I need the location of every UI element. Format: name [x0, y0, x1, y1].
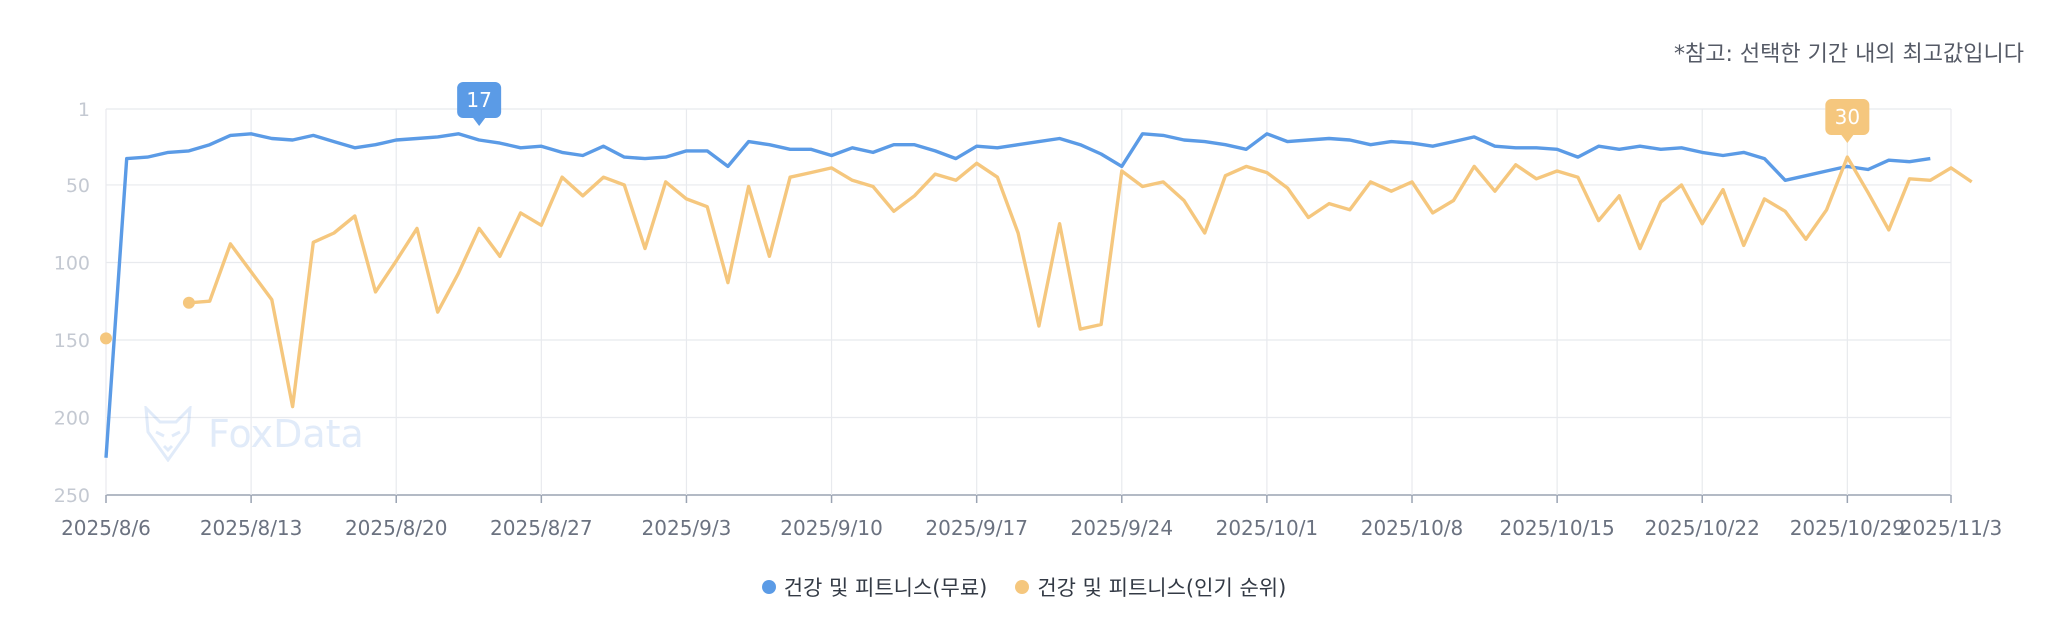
y-tick-label: 100 — [54, 252, 90, 274]
series-1-line — [188, 155, 1973, 409]
fox-logo-icon — [144, 406, 192, 462]
x-tick-label: 2025/9/10 — [780, 516, 883, 540]
peak-pointer — [473, 118, 486, 127]
x-tick-label: 2025/8/20 — [345, 516, 448, 540]
y-tick-label: 150 — [54, 330, 90, 352]
peak-badge — [457, 82, 502, 119]
legend-dot-free-icon — [761, 580, 776, 594]
x-tick-label: 2025/9/3 — [642, 516, 732, 540]
peak-label: 30 — [1835, 105, 1860, 129]
x-tick-label: 2025/8/13 — [200, 516, 303, 540]
chart-note: *참고: 선택한 기간 내의 최고값입니다 — [1674, 42, 2024, 67]
x-tick-label: 2025/9/24 — [1071, 516, 1174, 540]
series-0-line — [104, 132, 1931, 458]
peak-marker-0: 17 — [457, 82, 502, 127]
x-tick-label: 2025/10/29 — [1790, 516, 1905, 540]
watermark-text: FoxData — [208, 412, 364, 456]
watermark: FoxData — [142, 406, 364, 462]
x-tick-label: 2025/9/17 — [925, 516, 1028, 540]
x-tick-label: 2025/10/8 — [1361, 516, 1464, 540]
series-1-point — [182, 296, 195, 309]
legend: 건강 및 피트니스(무료) 건강 및 피트니스(인기 순위) — [0, 572, 2048, 602]
x-tick-label: 2025/8/6 — [61, 516, 151, 540]
x-tick-label: 2025/10/22 — [1645, 516, 1760, 540]
peak-badge — [1825, 99, 1870, 136]
y-tick-label: 250 — [54, 485, 90, 507]
x-tick-label: 2025/10/1 — [1216, 516, 1319, 540]
peak-label: 17 — [466, 88, 491, 112]
y-tick-label: 200 — [54, 407, 90, 429]
peak-marker-1: 30 — [1825, 99, 1870, 144]
peak-pointer — [1841, 135, 1854, 144]
legend-item-free[interactable]: 건강 및 피트니스(무료) — [761, 572, 988, 602]
legend-label-popular: 건강 및 피트니스(인기 순위) — [1037, 576, 1287, 600]
y-tick-label: 1 — [78, 99, 90, 121]
legend-dot-popular-icon — [1015, 580, 1030, 594]
x-tick-label: 2025/11/3 — [1900, 516, 2003, 540]
legend-label-free: 건강 및 피트니스(무료) — [783, 576, 988, 600]
legend-item-popular[interactable]: 건강 및 피트니스(인기 순위) — [1015, 572, 1286, 602]
series-1-point — [100, 332, 112, 345]
y-tick-label: 50 — [66, 175, 90, 197]
x-tick-label: 2025/8/27 — [490, 516, 593, 540]
x-tick-label: 2025/10/15 — [1499, 516, 1614, 540]
